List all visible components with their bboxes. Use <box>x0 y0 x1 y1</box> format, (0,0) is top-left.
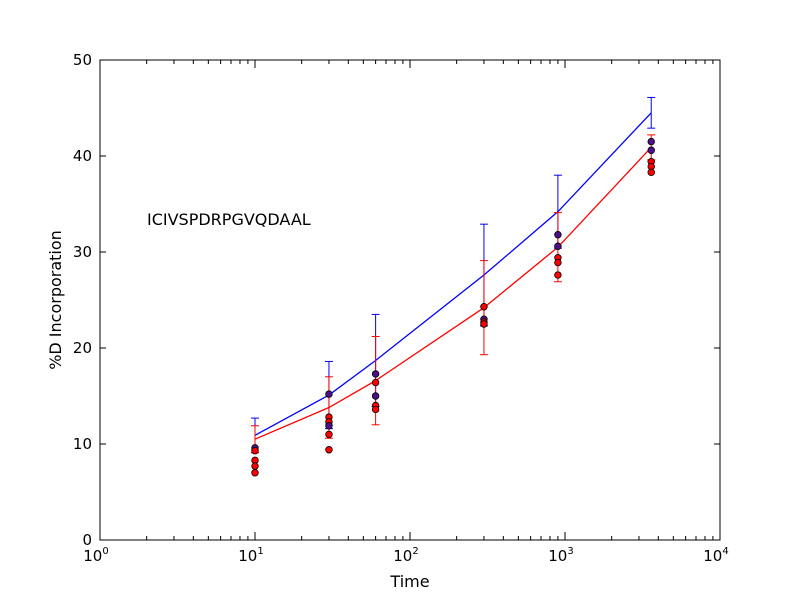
data-point <box>251 462 259 470</box>
x-tick-label: 104 <box>703 546 728 565</box>
data-point <box>371 370 380 378</box>
data-point <box>554 258 562 267</box>
x-tick-base: 10 <box>238 547 257 565</box>
series-lines <box>254 112 652 440</box>
data-point <box>647 137 655 146</box>
data-point <box>325 390 333 398</box>
data-point <box>371 392 380 400</box>
y-axis-label: %D Incorporation <box>46 230 65 370</box>
x-tick-exponent: 2 <box>412 546 418 557</box>
y-tick-label: 40 <box>73 147 92 165</box>
y-tick-label: 50 <box>73 51 92 69</box>
x-tick-exponent: 1 <box>257 546 263 557</box>
x-tick-label: 102 <box>393 546 418 565</box>
y-tick-label: 0 <box>82 531 92 549</box>
x-tick-base: 10 <box>83 547 102 565</box>
x-tick-exponent: 4 <box>722 546 728 557</box>
data-point <box>480 320 488 328</box>
data-points <box>251 137 655 477</box>
x-tick-base: 10 <box>393 547 412 565</box>
y-tick-label: 20 <box>73 339 92 357</box>
data-point <box>251 447 259 455</box>
data-point <box>554 242 562 250</box>
x-tick-base: 10 <box>548 547 567 565</box>
series-line-0 <box>254 112 652 436</box>
x-tick-label: 100 <box>83 546 108 565</box>
y-tick-label: 30 <box>73 243 92 261</box>
x-axis-label: Time <box>389 572 429 591</box>
data-point <box>325 422 333 430</box>
data-point <box>325 446 333 454</box>
error-bars <box>251 96 656 454</box>
x-tick-base: 10 <box>703 547 722 565</box>
x-tick-label: 103 <box>548 546 573 565</box>
data-point <box>647 146 655 154</box>
data-point <box>371 405 380 414</box>
data-point <box>480 303 488 311</box>
series-line-1 <box>254 146 652 440</box>
x-tick-label: 101 <box>238 546 263 565</box>
y-tick-label: 10 <box>73 435 92 453</box>
data-point <box>251 469 259 477</box>
data-point <box>554 231 562 239</box>
x-tick-exponent: 0 <box>102 546 108 557</box>
x-tick-exponent: 3 <box>567 546 573 557</box>
plot-frame <box>99 59 721 541</box>
data-point <box>647 168 655 177</box>
data-point <box>371 378 380 387</box>
data-point <box>325 430 333 439</box>
peptide-annotation: ICIVSPDRPGVQDAAL <box>147 210 311 229</box>
data-point <box>554 271 562 279</box>
